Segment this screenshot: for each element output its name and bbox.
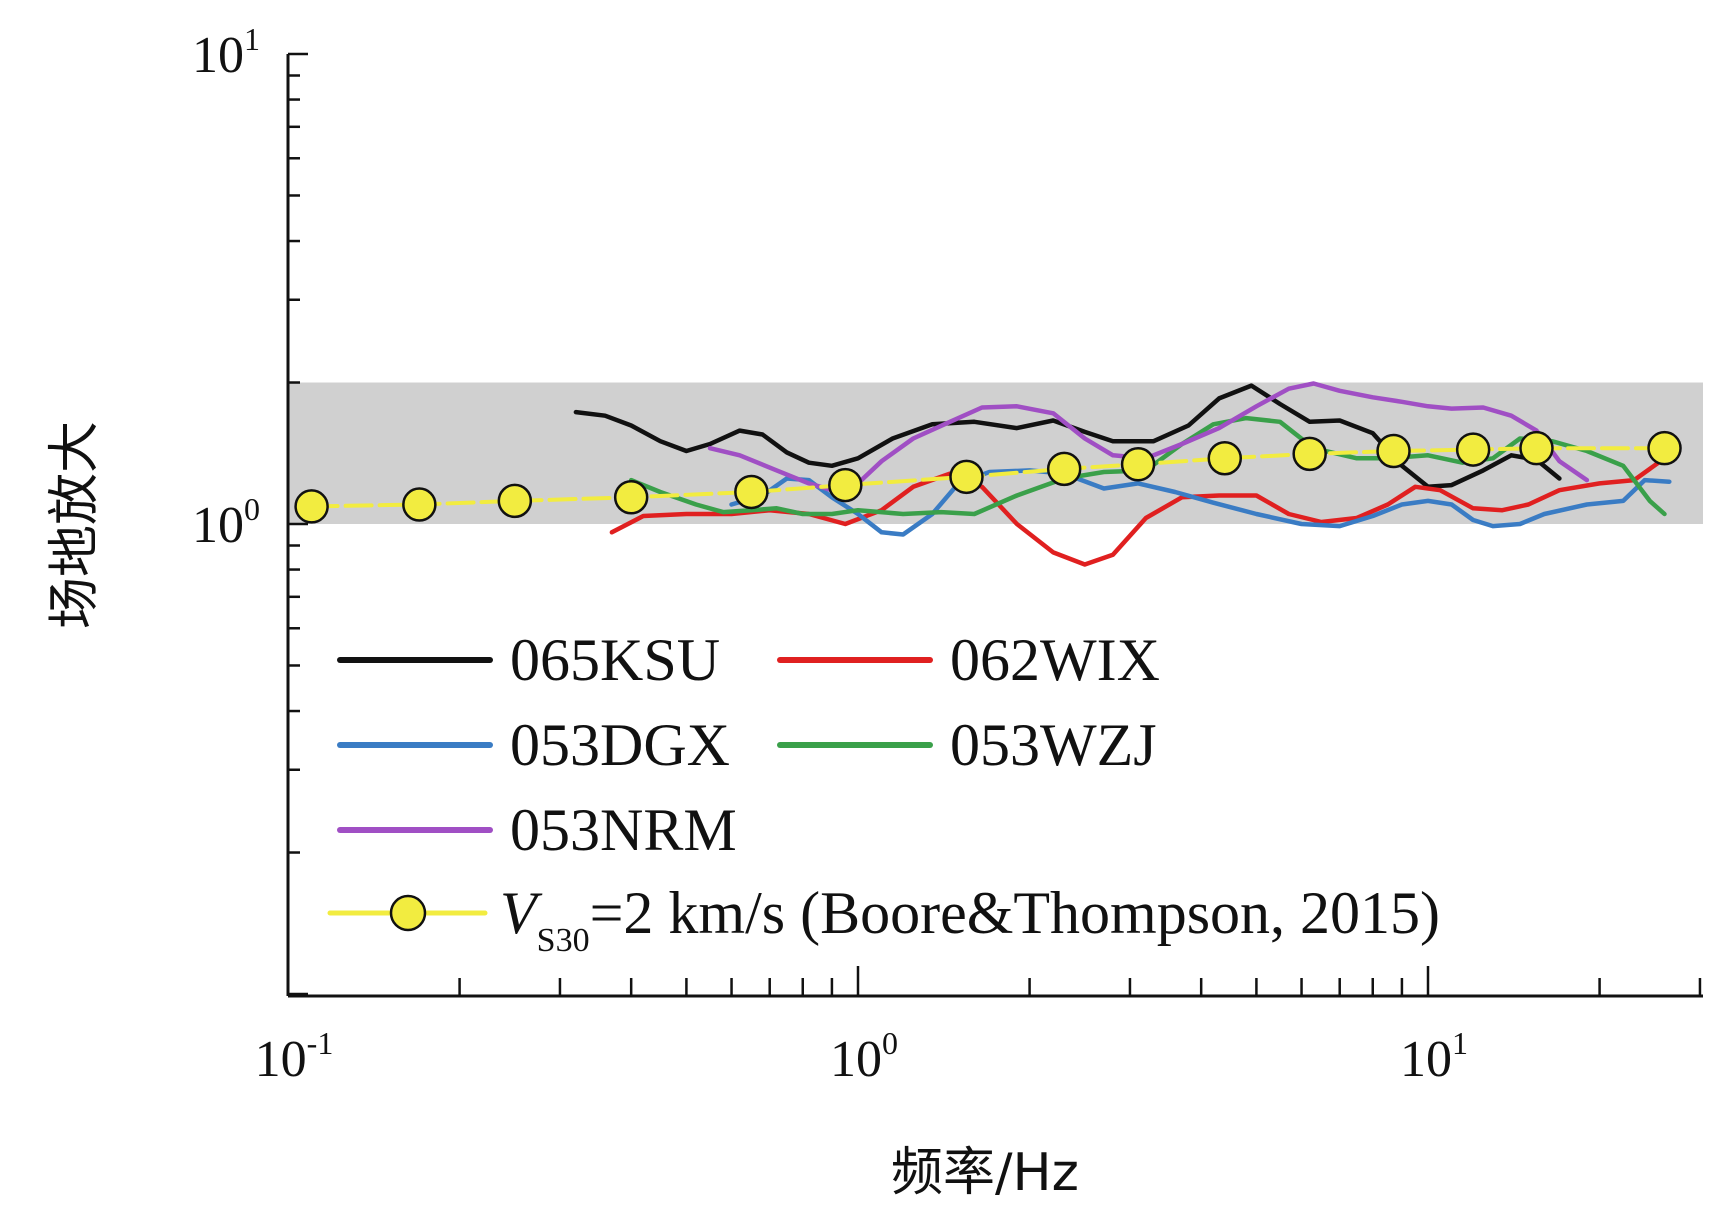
legend-label: 062WIX — [950, 627, 1160, 693]
y-axis-title: 场地放大 — [45, 421, 105, 629]
legend-marker — [389, 894, 427, 932]
series-marker — [294, 489, 329, 524]
x-tick-label: 100 — [830, 1025, 898, 1088]
series-marker — [828, 467, 863, 503]
legend-label: 053NRM — [510, 797, 737, 863]
axes — [286, 52, 1703, 998]
series-marker — [734, 474, 769, 510]
series-marker — [949, 459, 984, 495]
series-marker — [497, 483, 533, 519]
x-axis-title: 频率/Hz — [891, 1143, 1079, 1203]
y-tick-label: 101 — [192, 21, 260, 84]
series-marker — [1207, 441, 1243, 476]
legend-label: 053WZJ — [950, 712, 1157, 778]
series-marker — [402, 487, 437, 522]
series-markers — [294, 430, 1682, 524]
series-marker — [1046, 451, 1082, 487]
y-tick-label: 100 — [192, 491, 260, 554]
legend: 065KSU 062WIX 053DGX 053WZJ 053NRM VS30=2 km/… — [327, 627, 1440, 959]
series-marker — [1376, 433, 1411, 469]
series-marker — [1455, 432, 1491, 467]
series-marker — [1647, 430, 1682, 466]
series-line-053dgx — [729, 468, 1672, 537]
series-marker — [1120, 447, 1156, 482]
legend-label: 053DGX — [510, 712, 730, 778]
series-marker — [1519, 430, 1554, 466]
x-tick-label: 10-1 — [255, 1025, 334, 1088]
x-tick-label: 101 — [1400, 1025, 1468, 1088]
legend-label: VS30=2 km/s (Boore&Thompson, 2015) — [500, 880, 1440, 959]
series-marker — [1292, 436, 1327, 472]
series-marker — [613, 480, 649, 515]
legend-label: 065KSU — [510, 627, 720, 693]
tick-labels: 100 101 10-1 100 101 — [192, 21, 1468, 1088]
series-line-053wzj — [628, 415, 1667, 517]
